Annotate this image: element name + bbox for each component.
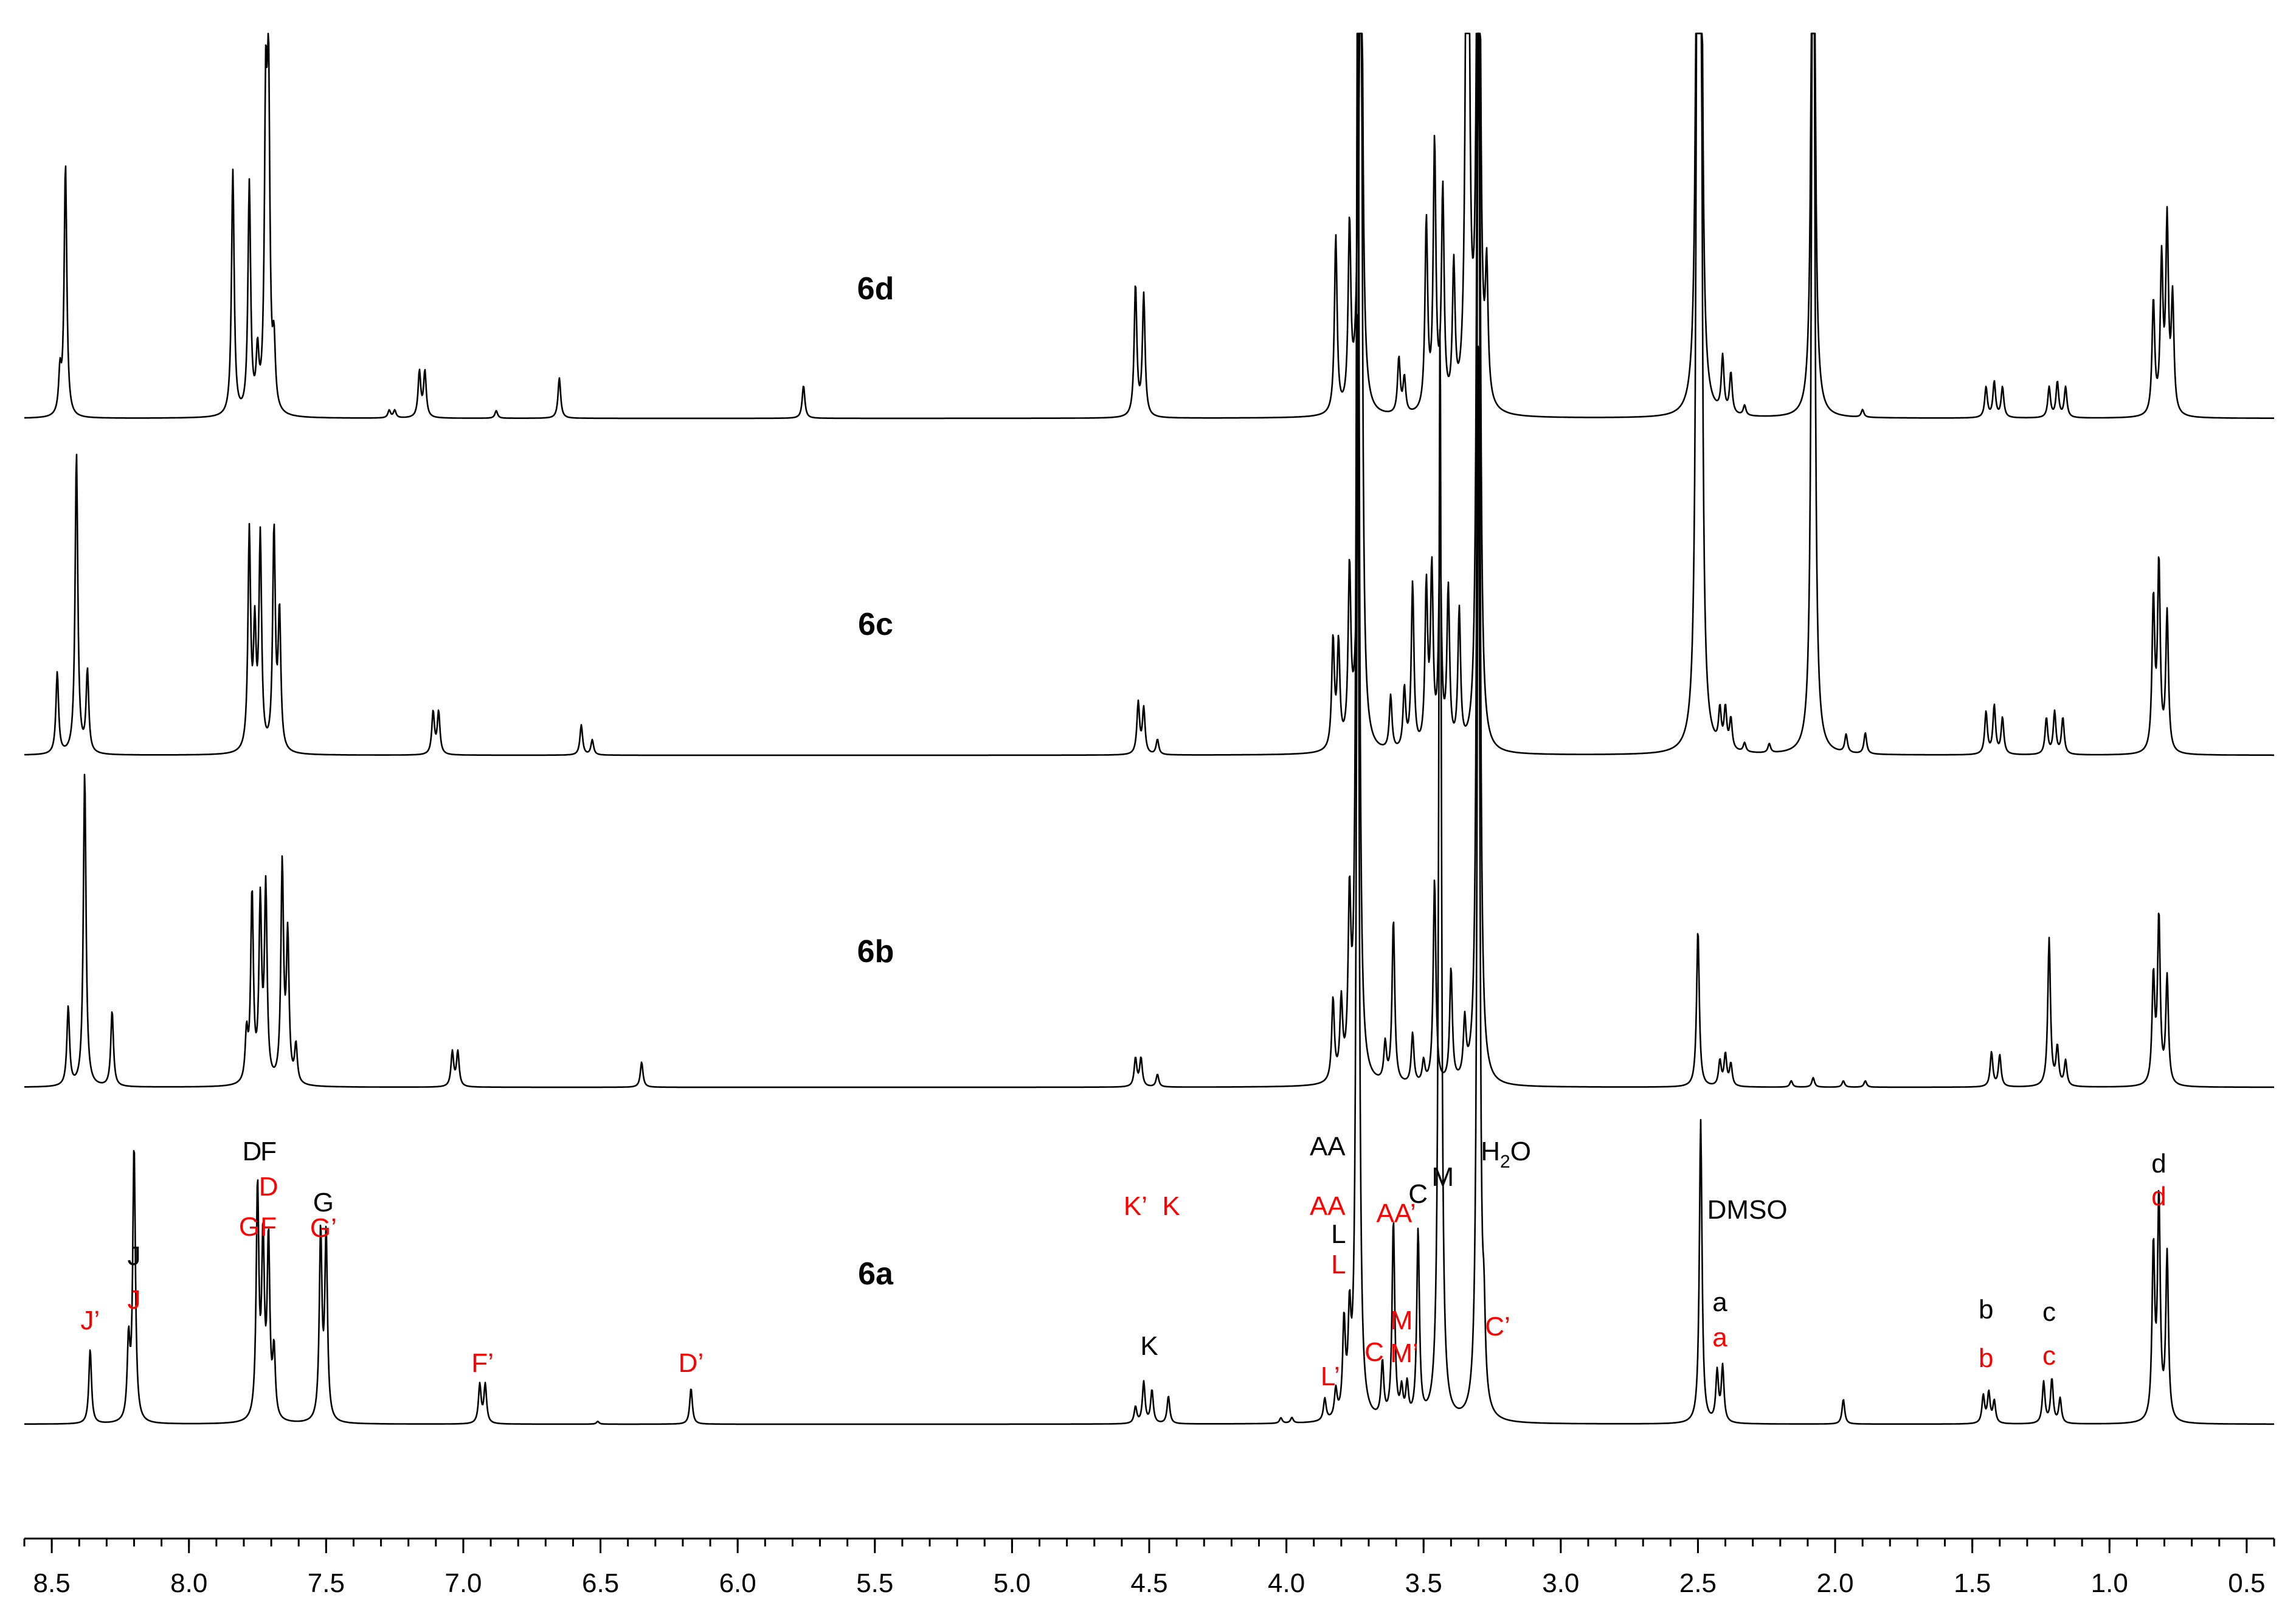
peak-annotation: a: [1712, 1287, 1727, 1317]
x-tick-label: 8.5: [33, 1568, 71, 1598]
x-tick-label: 4.0: [1268, 1568, 1305, 1598]
peak-annotation: D: [259, 1172, 278, 1202]
peak-annotation: C’: [1485, 1312, 1510, 1342]
peak-annotation: H2O: [1481, 1137, 1531, 1172]
peak-annotation: AA: [1310, 1191, 1346, 1221]
x-tick-label: 6.0: [719, 1568, 756, 1598]
spectrum-trace-6c: [24, 32, 2275, 757]
peak-annotation: AA’: [1376, 1199, 1416, 1228]
peak-annotation: F: [260, 1137, 277, 1166]
peak-annotation: L’: [1321, 1362, 1340, 1391]
peak-annotation: K’: [1124, 1191, 1147, 1221]
spectra-layer: 6d 6c 6b 6a: [24, 32, 2275, 1425]
peak-annotation: D: [243, 1137, 262, 1166]
spectrum-trace-6b: [24, 32, 2275, 1089]
peak-annotation: DMSO: [1707, 1195, 1788, 1225]
x-tick-label: 1.0: [2091, 1568, 2128, 1598]
peak-annotation: G’: [310, 1213, 337, 1243]
peak-annotation: K: [1140, 1331, 1158, 1361]
x-tick-label: 7.5: [308, 1568, 345, 1598]
spectrum-label-6d: 6d: [857, 271, 894, 306]
spectrum-label-6b: 6b: [857, 934, 894, 969]
peak-annotation: M’: [1390, 1338, 1418, 1368]
peak-annotation: L: [1331, 1250, 1346, 1279]
peak-annotation: L: [1331, 1219, 1346, 1249]
peak-annotation: F: [260, 1212, 277, 1242]
peak-annotation: c: [2042, 1297, 2056, 1327]
spectrum-label-6a: 6a: [858, 1256, 894, 1292]
peak-annotation: J: [127, 1285, 140, 1315]
peak-annotation: C: [1408, 1179, 1428, 1209]
x-tick-label: 6.5: [582, 1568, 619, 1598]
spectrum-label-6c: 6c: [858, 607, 893, 642]
x-tick-label: 3.5: [1405, 1568, 1442, 1598]
x-tick-label: 5.5: [856, 1568, 893, 1598]
peak-annotation: G: [313, 1188, 334, 1217]
peak-annotation: K: [1162, 1191, 1180, 1221]
x-tick-label: 3.0: [1542, 1568, 1579, 1598]
peak-annotation: G: [239, 1212, 260, 1242]
peak-annotation: d: [2151, 1182, 2166, 1211]
peak-annotation: M: [1431, 1162, 1454, 1192]
x-tick-label: 4.5: [1130, 1568, 1167, 1598]
spectrum-trace-6d: [24, 32, 2275, 420]
peak-annotation: M: [1391, 1306, 1413, 1335]
peak-annotation: J: [127, 1241, 140, 1271]
peak-annotation: b: [1979, 1295, 1993, 1324]
x-tick-label: 7.0: [444, 1568, 482, 1598]
x-axis-ticks: 8.5 8.0 7.5 7.0 6.5 6.0 5.5 5.0 4.5 4.0 3.5 3.0 2.5 2…: [23, 1539, 2275, 1598]
x-axis: 8.5 8.0 7.5 7.0 6.5 6.0 5.5 5.0 4.5 4.0 3.5 3.0 2.5 2…: [23, 1537, 2275, 1598]
spectrum-trace-6a: [24, 314, 2275, 1425]
peak-annotation: b: [1979, 1343, 1993, 1373]
x-tick-label: 8.0: [170, 1568, 207, 1598]
x-tick-label: 0.5: [2228, 1568, 2265, 1598]
x-tick-label: 2.0: [1816, 1568, 1853, 1598]
x-tick-label: 2.5: [1679, 1568, 1717, 1598]
peak-annotation: F’: [471, 1348, 494, 1378]
peak-annotation: AA: [1310, 1132, 1346, 1162]
peak-annotation: C: [1364, 1337, 1384, 1367]
x-tick-label: 5.0: [994, 1568, 1031, 1598]
peak-annotation: a: [1712, 1323, 1727, 1352]
peak-annotation: d: [2151, 1149, 2166, 1179]
peak-annotation: D’: [679, 1348, 704, 1378]
x-tick-label: 1.5: [1954, 1568, 1991, 1598]
peak-annotation: c: [2042, 1341, 2056, 1371]
peak-annotation: J’: [80, 1306, 100, 1335]
